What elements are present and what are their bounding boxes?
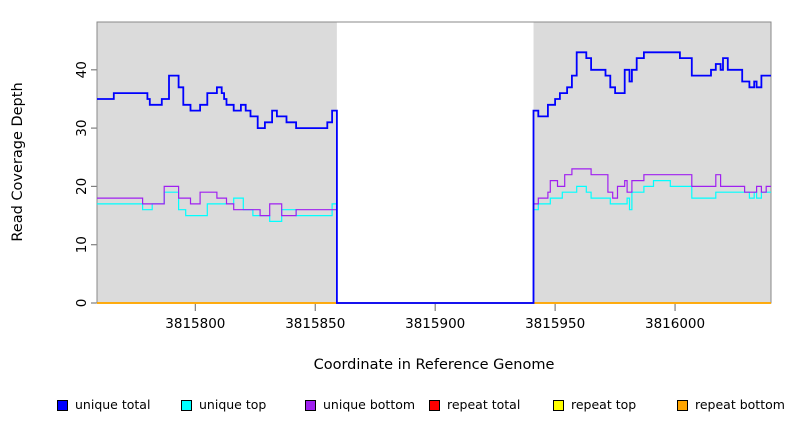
y-axis-title: Read Coverage Depth [10,82,26,242]
series-unique-bottom [97,168,771,304]
y-tick-label: 30 [74,120,90,137]
series-unique-top [97,180,771,304]
series-unique-total [97,51,771,304]
shaded-region-0 [97,22,337,303]
x-tick-label: 3815900 [405,316,465,332]
y-tick-label: 0 [74,299,90,308]
shaded-region-1 [533,22,771,303]
y-tick-label: 40 [74,61,90,78]
x-tick-label: 3815850 [285,316,345,332]
x-tick-label: 3815950 [525,316,585,332]
x-tick-label: 3816000 [645,316,705,332]
y-tick-label: 10 [74,236,90,253]
y-tick-label: 20 [74,178,90,195]
x-axis-title: Coordinate in Reference Genome [313,357,555,373]
x-tick-label: 3815800 [165,316,225,332]
